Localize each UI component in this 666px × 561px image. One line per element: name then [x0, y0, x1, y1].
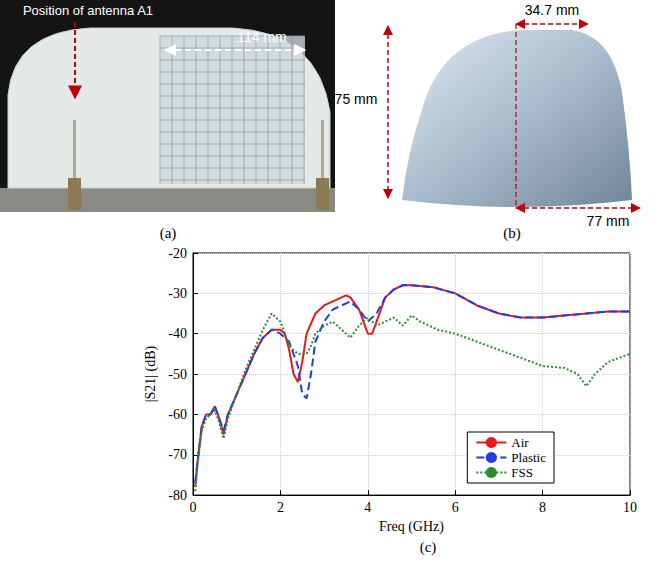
svg-text:114 mm: 114 mm — [237, 29, 287, 45]
svg-text:34.7 mm: 34.7 mm — [525, 2, 579, 18]
svg-text:Freq (GHz): Freq (GHz) — [379, 519, 444, 535]
svg-text:Plastic: Plastic — [511, 450, 546, 465]
svg-text:-20: -20 — [168, 246, 187, 261]
svg-text:0: 0 — [190, 500, 197, 515]
svg-text:-50: -50 — [168, 367, 187, 382]
svg-text:6: 6 — [452, 500, 459, 515]
svg-text:FSS: FSS — [511, 465, 533, 480]
svg-text:10: 10 — [623, 500, 637, 515]
svg-text:Air: Air — [511, 435, 529, 450]
svg-text:-80: -80 — [168, 488, 187, 503]
svg-text:4: 4 — [364, 500, 371, 515]
svg-text:2: 2 — [277, 500, 284, 515]
svg-text:-60: -60 — [168, 407, 187, 422]
svg-text:(a): (a) — [160, 225, 177, 242]
svg-text:-40: -40 — [168, 326, 187, 341]
svg-text:|S21| (dB): |S21| (dB) — [143, 345, 159, 402]
html-text:(c): (c) — [419, 539, 437, 555]
svg-text:Position of antenna A1: Position of antenna A1 — [23, 3, 153, 18]
svg-text:75 mm: 75 mm — [335, 91, 378, 107]
svg-text:-30: -30 — [168, 286, 187, 301]
svg-text:77 mm: 77 mm — [587, 213, 630, 229]
svg-text:(b): (b) — [503, 225, 521, 242]
svg-text:8: 8 — [539, 500, 546, 515]
svg-text:-70: -70 — [168, 447, 187, 462]
